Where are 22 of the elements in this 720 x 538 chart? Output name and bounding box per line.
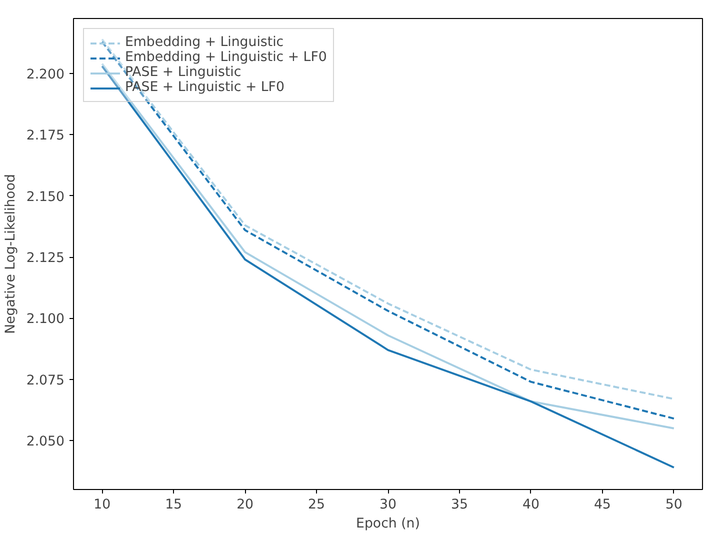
y-axis-title: Negative Log-Likelihood [3,174,18,334]
x-tick-label: 25 [308,498,326,512]
x-tick-label: 15 [165,498,182,512]
x-tick-label: 20 [236,498,254,512]
x-tick-label: 45 [594,498,611,512]
legend-label: Embedding + Linguistic + LF0 [125,50,327,65]
x-tick-label: 10 [94,498,111,512]
y-tick-label: 2.050 [26,434,64,450]
x-axis-title: Epoch (n) [356,516,420,532]
y-tick-label: 2.075 [26,373,64,388]
legend-label: PASE + Linguistic [125,65,242,80]
legend-label: Embedding + Linguistic [125,35,284,50]
x-tick-label: 40 [522,498,540,512]
y-tick-label: 2.150 [26,190,64,205]
y-tick-label: 2.175 [26,128,64,144]
y-tick-label: 2.125 [26,251,64,266]
y-tick-label: 2.100 [26,312,64,328]
legend-label: PASE + Linguistic + LF0 [125,80,284,95]
x-tick-label: 50 [665,498,682,512]
x-tick-label: 35 [450,498,468,512]
x-tick-label: 30 [380,498,396,512]
y-tick-label: 2.200 [26,68,64,83]
